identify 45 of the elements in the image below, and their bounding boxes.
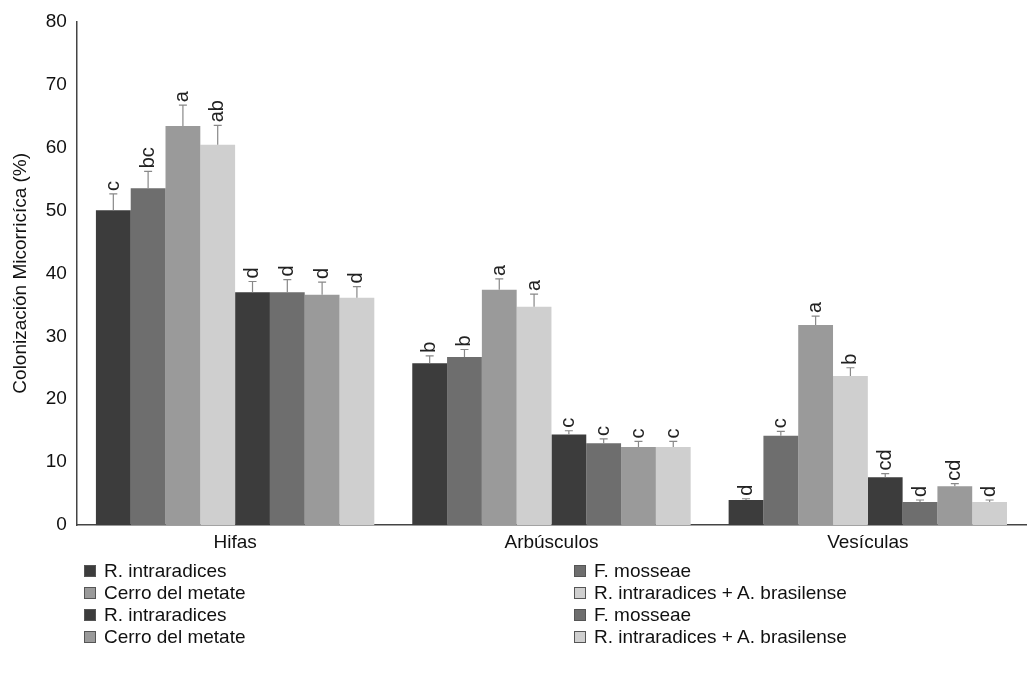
- x-tick-label: Arbúsculos: [504, 530, 599, 552]
- data-label: a: [170, 90, 193, 103]
- data-label: d: [344, 272, 367, 284]
- x-tick-label: Vesículas: [827, 530, 909, 552]
- y-tick-label: 80: [45, 9, 67, 31]
- data-label: b: [837, 353, 860, 365]
- data-label: b: [451, 335, 474, 347]
- legend-label: R. intraradices + A. brasilense: [594, 582, 847, 604]
- data-label: c: [100, 180, 123, 191]
- data-label: d: [733, 484, 756, 496]
- y-tick-label: 40: [45, 261, 67, 283]
- y-tick-label: 30: [45, 324, 67, 346]
- data-label: c: [625, 428, 648, 439]
- y-tick-label: 20: [45, 387, 67, 409]
- y-tick-label: 70: [45, 72, 67, 94]
- data-label: cd: [942, 459, 965, 481]
- y-tick-label: 0: [56, 513, 67, 535]
- legend-label: R. intraradices: [104, 604, 227, 626]
- data-label: c: [768, 418, 791, 429]
- legend-label: F. mosseae: [594, 560, 692, 582]
- data-label: a: [521, 279, 544, 292]
- y-tick-label: 10: [45, 450, 67, 472]
- data-label: c: [660, 428, 683, 439]
- data-label: b: [417, 341, 440, 353]
- data-label: ab: [205, 100, 228, 123]
- data-label: d: [274, 265, 297, 277]
- data-label: d: [907, 485, 930, 498]
- data-label: d: [240, 267, 263, 279]
- y-tick-label: 50: [45, 198, 67, 220]
- data-label: bc: [135, 147, 158, 169]
- legend-label: R. intraradices + A. brasilense: [594, 626, 847, 648]
- data-label: c: [556, 417, 579, 428]
- legend-label: R. intraradices: [104, 560, 227, 582]
- data-label: d: [309, 267, 332, 280]
- y-tick-label: 60: [45, 135, 67, 157]
- data-label: cd: [872, 449, 895, 471]
- legend-label: F. mosseae: [594, 604, 692, 626]
- legend-label: Cerro del metate: [104, 626, 246, 648]
- y-axis-title: Colonización Micorricíca (%): [8, 152, 30, 394]
- x-tick-label: Hifas: [213, 530, 257, 552]
- data-label: c: [591, 425, 614, 436]
- legend-label: Cerro del metate: [104, 582, 246, 604]
- data-label: d: [977, 485, 1000, 498]
- data-label: a: [486, 263, 509, 276]
- data-label: a: [803, 301, 826, 314]
